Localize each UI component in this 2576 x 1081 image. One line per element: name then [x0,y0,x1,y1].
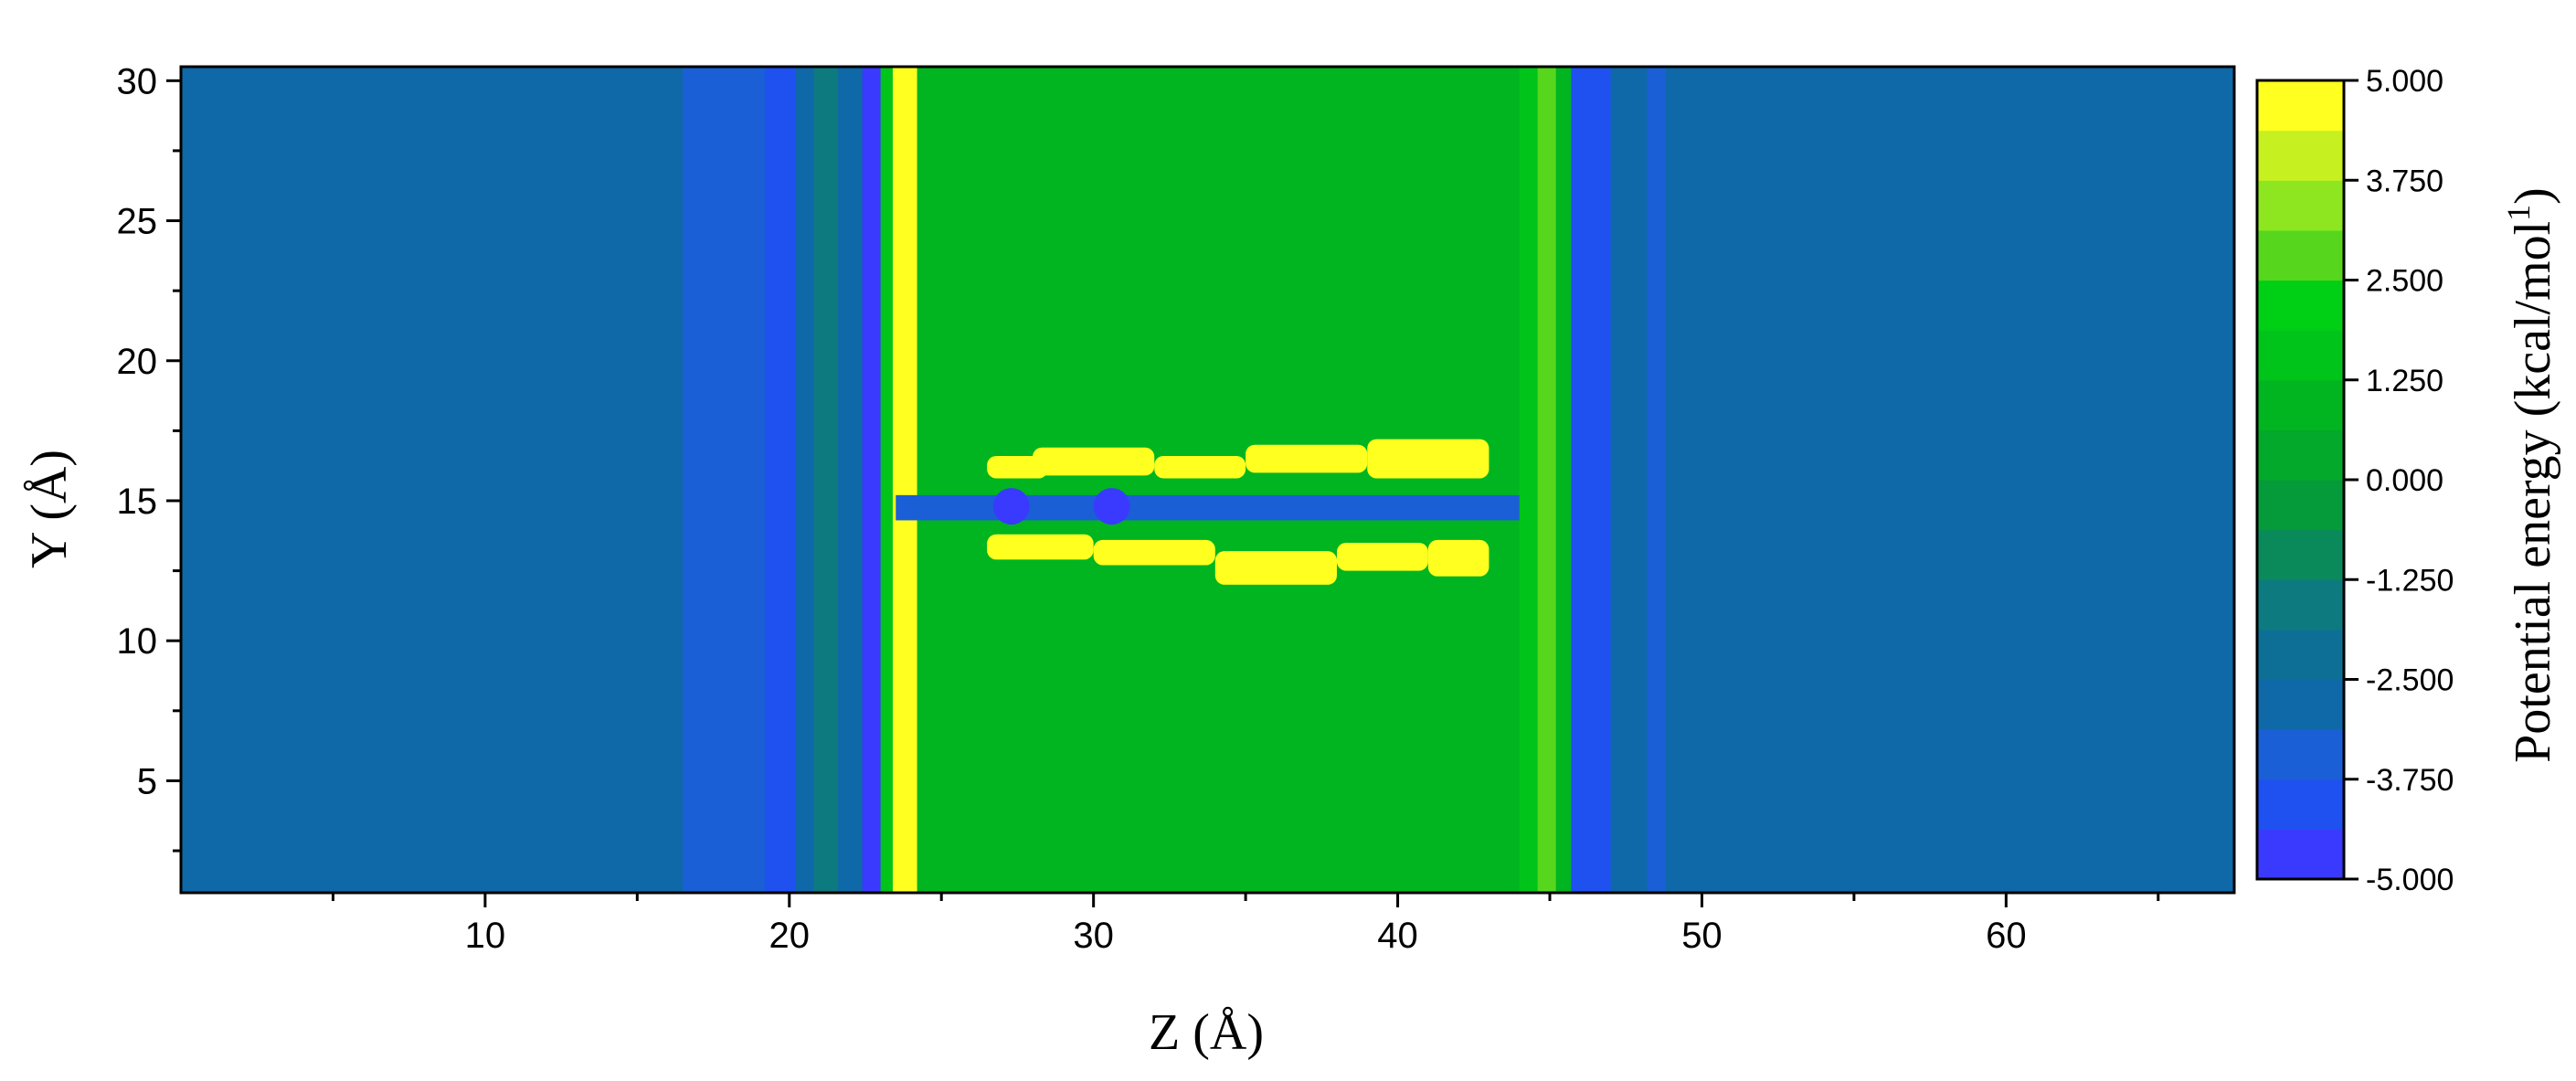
z-band-13 [1571,67,1612,893]
x-tick-label: 60 [1986,916,2027,956]
x-tick-label: 10 [465,916,506,956]
colorbar-tick-label: 5.000 [2366,64,2443,99]
colorbar-title-main: Potential energy (kcal/mol [2505,221,2561,763]
colorbar-level-11 [2257,280,2344,331]
colorbar-tick-label: 0.000 [2366,463,2443,498]
colorbar-title-end: ) [2505,187,2561,205]
y-tick-label: 20 [117,342,158,382]
colorbar-tick-label: -3.750 [2366,763,2454,798]
colorbar-level-5 [2257,579,2344,631]
z-band-9 [917,67,1521,893]
colorbar-level-2 [2257,729,2344,780]
z-band-2 [765,67,797,893]
hotspot-9 [1427,539,1489,577]
hotspot-1 [1033,447,1155,476]
colorbar-level-13 [2257,180,2344,231]
colorbar-tick-label: 2.500 [2366,264,2443,299]
colorbar-tick-label: -1.250 [2366,563,2454,598]
x-tick-label: 40 [1377,916,1418,956]
colorbar-tick-label: -2.500 [2366,663,2454,698]
energy-minimum-0 [992,488,1030,525]
colorbar-level-12 [2257,229,2344,281]
x-axis: 10 20 30 40 50 60 [331,893,2160,956]
y-axis: 5 10 15 20 25 30 [117,61,181,853]
colorbar-level-15 [2257,80,2344,132]
hotspot-7 [1214,551,1337,585]
y-axis-title: Y (Å) [21,450,78,568]
z-band-3 [795,67,815,893]
colorbar-level-3 [2257,679,2344,730]
colorbar-level-1 [2257,779,2344,830]
colorbar-level-4 [2257,629,2344,681]
colorbar-tick-label: 1.250 [2366,364,2443,398]
colorbar-level-10 [2257,330,2344,381]
z-band-0 [181,67,684,893]
z-band-10 [1519,67,1539,893]
colorbar-title: Potential energy (kcal/mol1) [2500,187,2561,763]
z-band-6 [862,67,882,893]
colorbar-level-8 [2257,429,2344,481]
y-tick-label: 10 [117,621,158,662]
x-axis-title: Z (Å) [1149,1004,1264,1061]
hotspot-4 [1367,439,1489,479]
hotspot-3 [1246,444,1368,473]
colorbar-level-9 [2257,379,2344,430]
y-tick-label: 15 [117,482,158,522]
hotspot-6 [1093,539,1215,566]
z-band-11 [1537,67,1557,893]
hotspot-5 [987,534,1094,560]
z-band-8 [892,67,918,893]
colorbar-level-14 [2257,130,2344,181]
plot-frame [179,65,2236,895]
z-band-12 [1555,67,1572,893]
channel-band [896,494,1520,521]
y-tick-label: 25 [117,202,158,242]
hotspot-2 [1154,455,1246,479]
colorbar-title-superscript: 1 [2500,205,2537,221]
colorbar-level-0 [2257,829,2344,880]
z-band-14 [1610,67,1648,893]
z-band-7 [880,67,894,893]
z-band-1 [683,67,766,893]
colorbar-level-7 [2257,480,2344,531]
z-band-15 [1647,67,1667,893]
plot-area [179,65,2236,895]
colorbar: 5.000 3.750 2.500 1.250 0.000 -1.250 -2.500 -3.… [2255,64,2454,897]
x-tick-label: 50 [1681,916,1723,956]
x-tick-label: 20 [769,916,811,956]
colorbar-level-6 [2257,529,2344,580]
colorbar-tick-label: 3.750 [2366,164,2443,198]
z-band-4 [813,67,839,893]
energy-minimum-1 [1093,488,1130,525]
x-tick-label: 30 [1073,916,1114,956]
y-tick-label: 30 [117,61,158,101]
y-tick-label: 5 [137,761,157,801]
z-band-16 [1665,67,2235,893]
colorbar-tick-label: -5.000 [2366,863,2454,897]
z-band-5 [838,67,864,893]
hotspot-8 [1336,542,1428,571]
